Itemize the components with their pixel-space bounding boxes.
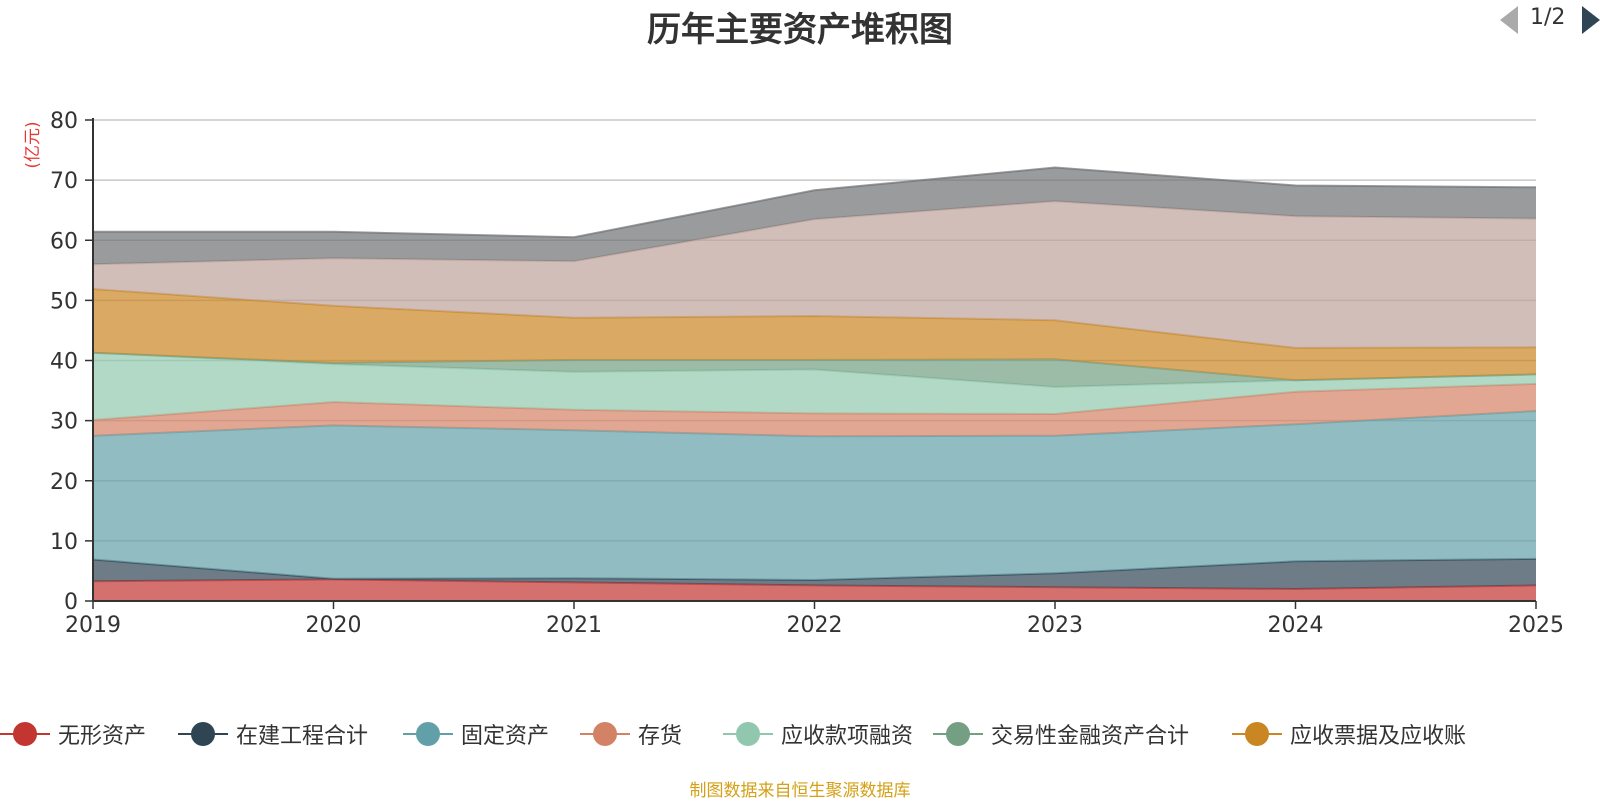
area-series-9[interactable] [93,167,1536,265]
area-series-2[interactable] [93,558,1536,589]
area-series-8[interactable] [93,201,1536,348]
area-series-5[interactable] [93,352,1536,420]
legend-marker-icon [933,714,983,754]
legend-label: 存货 [638,724,683,749]
x-tick-label: 2021 [546,613,602,638]
legend-marker-icon [723,714,773,754]
legend-prev-page-icon[interactable] [1500,6,1518,34]
area-series-6[interactable] [93,352,1536,387]
legend-item[interactable]: 在建工程合计 [178,714,368,754]
legend-item[interactable]: 无形资产 [0,714,146,754]
legend-marker-icon [178,714,228,754]
legend-item[interactable]: 应收票据及应收账 [1232,714,1466,754]
x-tick-label: 2024 [1268,613,1324,638]
legend-item[interactable]: 存货 [580,714,682,754]
legend-label: 无形资产 [58,724,147,749]
y-tick-label: 50 [50,289,78,314]
x-tick-label: 2023 [1027,613,1083,638]
y-tick-label: 80 [50,109,78,134]
legend-label: 交易性金融资产合计 [991,724,1190,749]
chart-plot: 0 10 20 30 40 50 60 70 80 2019 2020 2021 2022 2023 202… [23,109,1564,638]
y-tick-label: 30 [50,410,78,435]
area-series-line-9 [93,166,1537,239]
legend-label: 应收款项融资 [781,724,914,749]
area-series-4[interactable] [93,383,1536,437]
y-axis-unit-label: (亿元) [23,121,43,168]
legend-item[interactable]: 固定资产 [403,714,549,754]
legend-label: 应收票据及应收账 [1290,724,1467,749]
x-tick-label: 2019 [65,613,121,638]
y-tick-label: 10 [50,530,78,555]
x-tick-label: 2025 [1508,613,1564,638]
x-tick-label: 2020 [306,613,362,638]
legend-marker-icon [0,714,50,754]
legend-page-indicator: 1/2 [1530,5,1566,30]
y-tick-label: 0 [64,590,78,615]
legend-marker-icon [1232,714,1282,754]
chart-title: 历年主要资产堆积图 [647,10,953,50]
y-tick-label: 70 [50,169,78,194]
legend-pager: 1/2 [1500,0,1600,40]
legend-marker-icon [403,714,453,754]
area-series-3[interactable] [93,411,1536,580]
source-note: 制图数据来自恒生聚源数据库 [689,781,911,801]
x-tick-label: 2022 [787,613,843,638]
legend: 无形资产 在建工程合计 固定资产 存货 应收款项融资 交易性金融资产合计 应收票据及应收账 [0,714,1600,754]
legend-label: 在建工程合计 [236,724,369,749]
legend-item[interactable]: 应收款项融资 [723,714,913,754]
y-tick-label: 60 [50,229,78,254]
area-series-1[interactable] [93,579,1536,601]
y-tick-label: 20 [50,470,78,495]
legend-next-page-icon[interactable] [1582,6,1600,34]
legend-item[interactable]: 交易性金融资产合计 [933,714,1189,754]
y-tick-label: 40 [50,350,78,375]
legend-label: 固定资产 [461,724,550,749]
legend-marker-icon [580,714,630,754]
